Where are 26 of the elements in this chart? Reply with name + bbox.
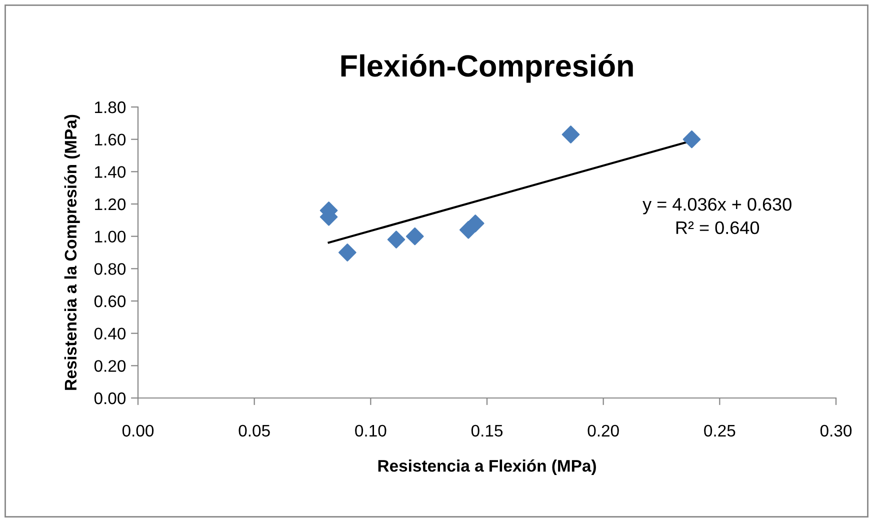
- x-axis-title: Resistencia a Flexión (MPa): [378, 459, 596, 476]
- y-tick-label: 1.80: [95, 101, 126, 114]
- x-tick-label: 0.10: [355, 424, 386, 437]
- y-tick-label: 0.60: [94, 295, 126, 308]
- x-tick-label: 0.05: [238, 424, 270, 437]
- x-tick-label: 0.20: [588, 424, 619, 437]
- y-tick-label: 0.40: [94, 328, 126, 340]
- point: [338, 244, 356, 262]
- x-tick-label: 0.30: [820, 424, 852, 437]
- x-tick-label: 0.15: [471, 424, 503, 437]
- x-tick-label: 0.00: [122, 424, 154, 437]
- y-tick-label: 1.00: [95, 230, 126, 243]
- y-tick-label: 1.40: [95, 166, 126, 178]
- y-tick-label: 0.80: [94, 263, 126, 275]
- point: [387, 230, 406, 248]
- y-tick-label: 0.20: [94, 360, 126, 372]
- y-tick-label: 1.20: [95, 198, 126, 210]
- y-axis-title: Resistencia a la Compresión (MPa): [64, 114, 80, 390]
- annotation: y = 4.036x + 0.630 R² = 0.640: [642, 198, 792, 234]
- chart-title: Flexión-Compresión: [341, 54, 633, 83]
- y-tick-label: 1.60: [95, 134, 126, 146]
- point: [682, 130, 701, 148]
- x-tick-label: 0.25: [704, 424, 736, 437]
- point: [406, 227, 424, 246]
- point: [562, 126, 580, 144]
- y-tick-label: 0.00: [94, 392, 126, 404]
